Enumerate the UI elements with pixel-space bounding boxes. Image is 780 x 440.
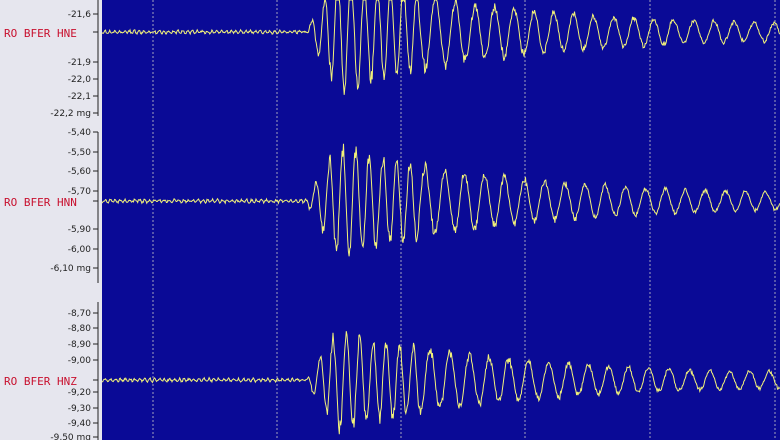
channel-label: RO BFER HNN [4,196,77,209]
channel-label: RO BFER HNE [4,27,77,40]
tick-label: -5,60 [68,167,92,177]
tick-label: -22,1 [68,92,91,102]
tick-label: -5,50 [68,148,92,158]
channel-hnz: -8,70 -8,80 -8,90 -9,00 -9,20 -9,30 -9,40 -9,50… [4,302,780,440]
tick-label: -8,90 [68,340,92,350]
tick-label: -9,00 [68,356,92,366]
tick-label: -22,2 mg [50,109,91,119]
tick-label: -9,20 [68,388,92,398]
channel-hnn: -5,40 -5,50 -5,60 -5,70 -5,90 -6,00 -6,10 mg RO… [4,128,780,283]
tick-label: -8,70 [68,309,92,319]
tick-label: -5,40 [68,128,92,138]
tick-label: -6,10 mg [50,264,91,274]
tick-label: -9,30 [68,404,92,414]
tick-label: -6,00 [68,245,92,255]
waveform-trace [102,331,780,435]
waveform-trace [101,0,780,95]
tick-label: -21,6 [68,10,92,20]
tick-label: -9,40 [68,419,92,429]
waveform-trace [101,143,780,257]
tick-label: -22,0 [68,75,92,85]
plot-background [102,0,780,440]
tick-label: -9,50 mg [50,433,91,440]
channel-label: RO BFER HNZ [4,375,77,388]
tick-label: -8,80 [68,324,92,334]
tick-label: -5,70 [68,187,92,197]
tick-label: -5,90 [68,225,92,235]
channel-hne: -21,6 -21,9 -22,0 -22,1 -22,2 mg RO BFER HNE [4,0,780,119]
tick-label: -21,9 [68,58,92,68]
